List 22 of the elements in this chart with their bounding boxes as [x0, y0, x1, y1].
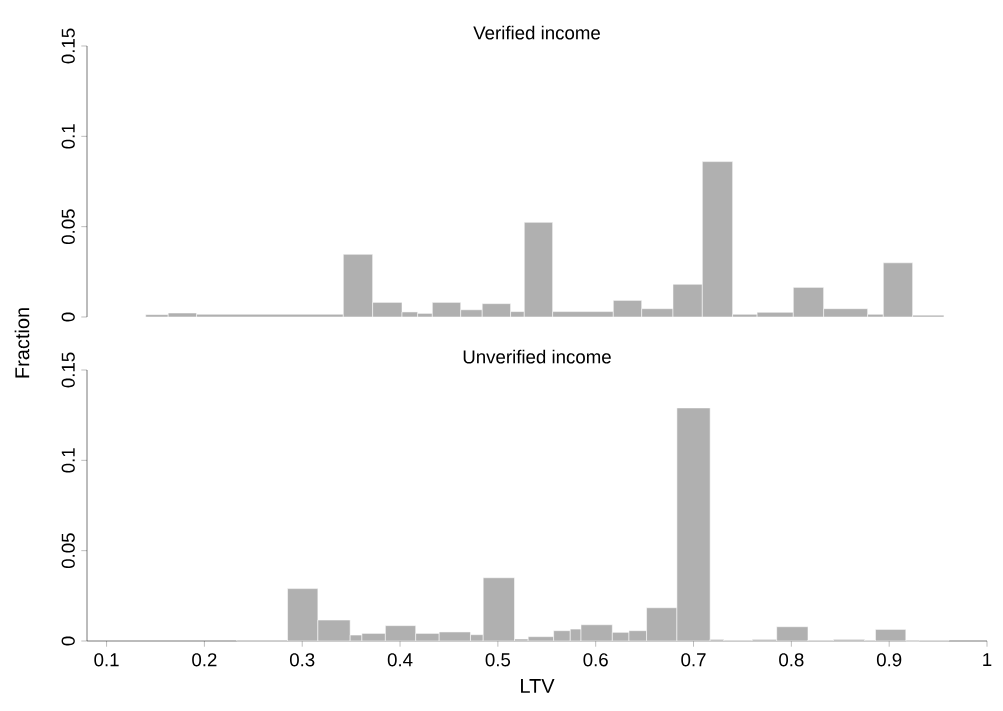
x-tick-label: 0.1 [94, 653, 119, 667]
x-tick-label: 1 [983, 653, 992, 667]
x-tick-label: 0.8 [779, 653, 804, 667]
x-tick-label: 0.3 [289, 653, 315, 667]
x-tick-label: 0.6 [583, 653, 608, 667]
x-tick-label: 0.4 [387, 653, 413, 667]
x-tick-label: 0.9 [876, 653, 902, 667]
y-axis-title: Fraction [14, 308, 30, 378]
y-tick-label: 0 [61, 312, 75, 322]
chart-title: Unverified income [463, 349, 611, 364]
chart-title: Verified income [473, 25, 600, 40]
y-tick-label: 0.05 [61, 209, 75, 245]
y-tick-label: 0.15 [61, 352, 75, 388]
x-tick-label: 0.7 [681, 653, 706, 667]
y-tick-label: 0.1 [61, 448, 75, 473]
x-tick-label: 0.2 [192, 653, 217, 667]
y-tick-label: 0.1 [61, 124, 75, 149]
y-tick-label: 0 [61, 636, 75, 646]
y-tick-label: 0.15 [61, 28, 75, 64]
y-tick-label: 0.05 [61, 533, 75, 569]
x-axis-title: LTV [521, 679, 555, 693]
x-tick-label: 0.5 [485, 653, 511, 667]
